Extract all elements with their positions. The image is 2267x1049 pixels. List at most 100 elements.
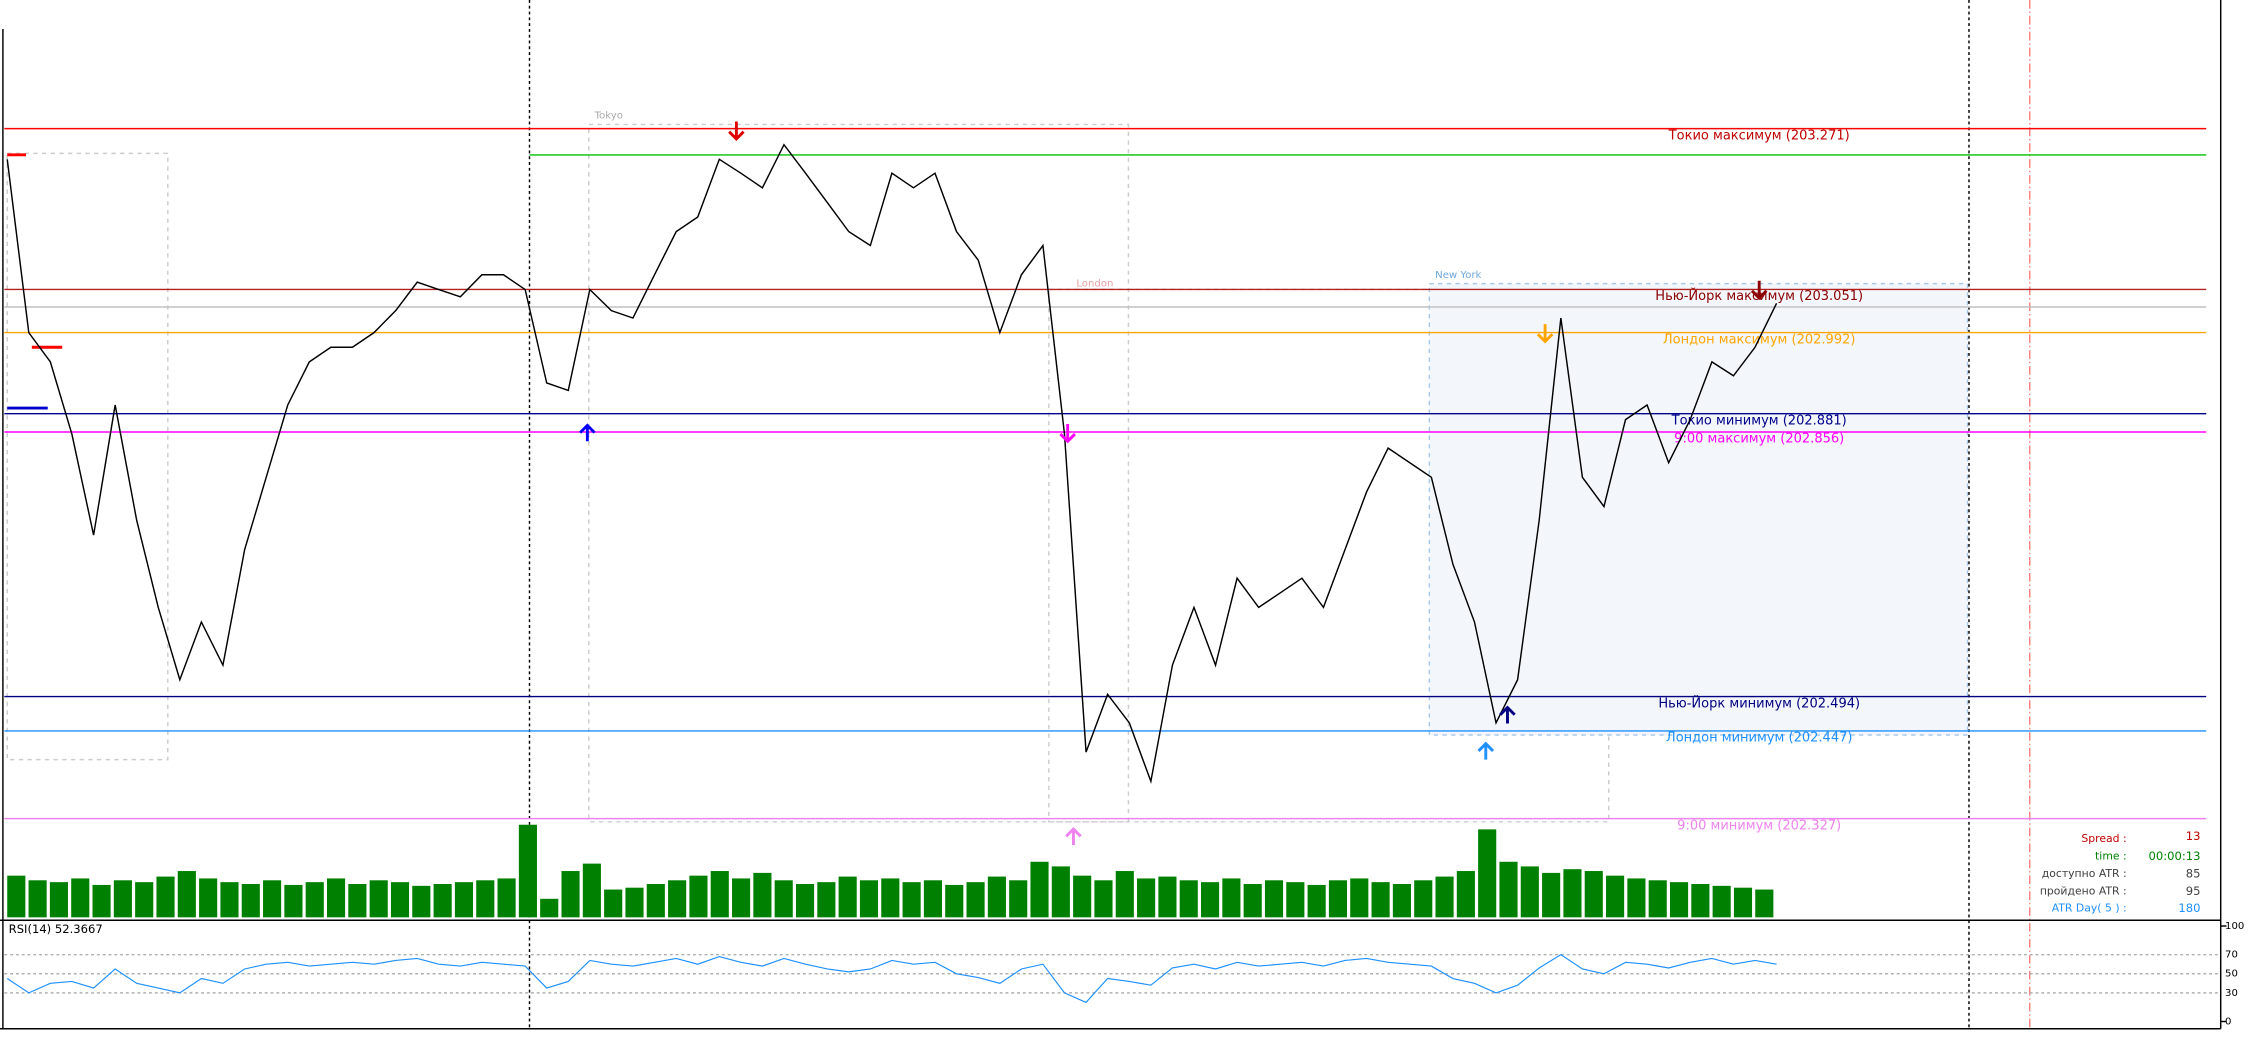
volume-bar [1094, 880, 1113, 918]
volume-bar [263, 880, 282, 918]
session-label: Tokyo [594, 111, 623, 122]
arrow-down [1536, 324, 1554, 344]
volume-bar [561, 871, 580, 918]
volume-bar [1669, 882, 1689, 918]
volume-bar [1243, 883, 1262, 918]
session-box [1428, 282, 1969, 736]
arrow-up [1477, 741, 1495, 760]
volume-bar [1542, 872, 1561, 918]
info-panel: Spread : 13 time : 00:00:13 доступно ATR : 85… [2040, 829, 2201, 915]
volume-bar [966, 882, 985, 918]
volume-bar [1350, 878, 1369, 918]
volume-bar [646, 883, 665, 918]
volume-bar [454, 882, 474, 918]
volume-bar [1286, 882, 1305, 918]
volume-bar [1073, 875, 1092, 918]
info-label: time : [2095, 850, 2127, 863]
rsi-tick-label: 50 [2225, 969, 2238, 980]
volume-bar [305, 882, 324, 918]
level-label: Токио максимум (203.271) [1668, 128, 1850, 143]
volume-bar [7, 875, 26, 918]
session-box [6, 152, 169, 761]
volume-bar [1328, 880, 1348, 918]
volume-bar [1435, 876, 1454, 918]
volume-bar [668, 880, 687, 918]
volume-bar [1264, 880, 1284, 918]
volume-bar [369, 880, 388, 918]
volume-bar [1222, 878, 1241, 918]
volume-bar [1009, 880, 1028, 918]
price-line [6, 143, 1778, 785]
arrow-down [1059, 423, 1076, 444]
rsi-line [6, 953, 1777, 1004]
volume-bar [71, 878, 90, 918]
session-box [588, 123, 1130, 823]
volume-bar [753, 872, 772, 918]
volume-bar [284, 884, 303, 918]
volume-bar [326, 878, 346, 918]
arrow-up [1065, 827, 1082, 845]
info-label: доступно ATR : [2042, 867, 2127, 880]
volume-bar [497, 878, 516, 918]
volume-bar [1648, 880, 1667, 918]
volume-bar [987, 876, 1006, 918]
arrow-up [1499, 705, 1516, 724]
info-label: пройдено ATR : [2040, 884, 2127, 897]
volume-bar [92, 884, 111, 918]
rsi-tick-label: 100 [2225, 921, 2244, 932]
volume-bar [732, 878, 751, 918]
volume-bar [795, 883, 815, 918]
signal-arrows [579, 121, 1768, 845]
level-label: Нью-Йорк минимум (202.494) [1658, 695, 1860, 711]
level-label: 9:00 минимум (202.327) [1677, 818, 1841, 833]
volume-bar [945, 884, 964, 918]
volume-bar [540, 898, 559, 918]
rsi-tick-label: 0 [2225, 1017, 2231, 1028]
volume-bar [1179, 880, 1198, 918]
rsi-tick-label: 70 [2225, 950, 2238, 961]
volume-bar [177, 871, 196, 918]
volume-bar [1563, 869, 1582, 918]
rsi-name: RSI(14) [9, 921, 52, 935]
volume-bar [28, 880, 47, 918]
levels: Токио максимум (203.271)Нью-Йорк максиму… [4, 127, 2207, 833]
arrow-down [1750, 280, 1768, 301]
volume-bar [1030, 861, 1049, 918]
volume-bar [135, 882, 154, 918]
volume-bar [1371, 882, 1390, 918]
info-value: 95 [2186, 884, 2201, 898]
info-value: 00:00:13 [2149, 849, 2201, 863]
volume-bar [49, 882, 68, 918]
volume-bar [1137, 878, 1156, 918]
level-label: Токио минимум (202.881) [1671, 413, 1847, 428]
arrow-down [728, 121, 745, 141]
volume-bar [1627, 878, 1646, 918]
volume-bar [902, 882, 921, 918]
volume-bar [1392, 883, 1411, 918]
rsi-value: 52.3667 [55, 921, 103, 935]
volume-bar [881, 878, 900, 918]
volume-bar [1158, 876, 1177, 918]
volume-bar [476, 880, 495, 918]
info-value: 180 [2178, 901, 2200, 915]
session-label: New York [1435, 270, 1481, 281]
volume-bar [518, 824, 537, 918]
volume-bar [1115, 871, 1134, 918]
volume-bar [1478, 829, 1497, 918]
volume-bar [859, 880, 879, 918]
volume-bar [710, 871, 729, 918]
volume-bar [604, 889, 623, 918]
volume-bar [220, 882, 239, 918]
volume-bar [625, 887, 644, 918]
volume-bar [1200, 882, 1220, 918]
volume-bar [1051, 866, 1070, 918]
level-label: 9:00 максимум (202.856) [1674, 432, 1844, 447]
volume-bar [1606, 875, 1625, 918]
volume-bar [1520, 866, 1539, 918]
volume-bar [1755, 889, 1774, 918]
volume-bar [582, 863, 601, 918]
volume-bar [1584, 871, 1603, 918]
volume-bar [412, 885, 431, 918]
volume-bar [390, 882, 410, 918]
